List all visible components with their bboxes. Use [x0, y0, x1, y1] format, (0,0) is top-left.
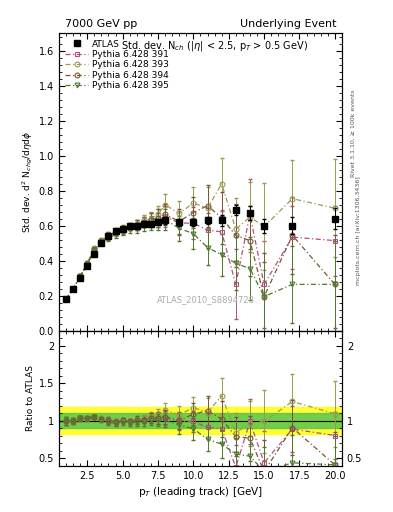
Bar [59, 408, 342, 434]
Bar [59, 413, 342, 429]
Text: 7000 GeV pp: 7000 GeV pp [64, 19, 137, 29]
Y-axis label: Std. dev. d$^2$ N$_{chg}$/d$\eta$d$\phi$: Std. dev. d$^2$ N$_{chg}$/d$\eta$d$\phi$ [20, 131, 35, 233]
Y-axis label: Ratio to ATLAS: Ratio to ATLAS [26, 366, 35, 431]
Text: Rivet 3.1.10, ≥ 100k events: Rivet 3.1.10, ≥ 100k events [351, 89, 356, 177]
Text: Underlying Event: Underlying Event [240, 19, 336, 29]
Legend: ATLAS, Pythia 6.428 391, Pythia 6.428 393, Pythia 6.428 394, Pythia 6.428 395: ATLAS, Pythia 6.428 391, Pythia 6.428 39… [63, 38, 171, 92]
Text: mcplots.cern.ch [arXiv:1306.3436]: mcplots.cern.ch [arXiv:1306.3436] [356, 176, 361, 285]
Text: Std. dev. N$_{ch}$ (|$\eta$| < 2.5, p$_T$ > 0.5 GeV): Std. dev. N$_{ch}$ (|$\eta$| < 2.5, p$_T… [121, 39, 308, 53]
Text: ATLAS_2010_S8894728: ATLAS_2010_S8894728 [157, 295, 255, 304]
X-axis label: p$_T$ (leading track) [GeV]: p$_T$ (leading track) [GeV] [138, 485, 263, 499]
